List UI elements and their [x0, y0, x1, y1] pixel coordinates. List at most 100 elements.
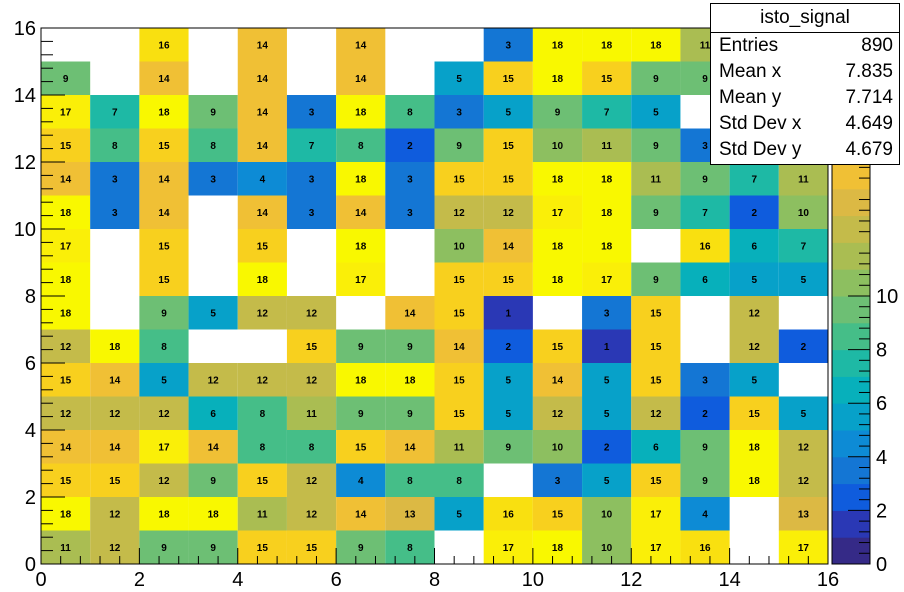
cell-value-label: 5	[604, 375, 610, 386]
heatmap-cell	[434, 497, 484, 531]
heatmap-cell	[90, 128, 140, 162]
y-tick-label: 8	[25, 286, 36, 308]
stats-box: isto_signal Entries 890 Mean x 7.835 Mea…	[710, 3, 900, 165]
cell-value-label: 5	[506, 375, 512, 386]
heatmap-cell	[434, 430, 484, 464]
cell-value-label: 17	[503, 543, 515, 554]
cell-value-label: 9	[555, 107, 561, 118]
heatmap-cell	[41, 296, 91, 330]
stats-value: 7.835	[845, 61, 893, 82]
cell-value-label: 11	[601, 141, 612, 152]
heatmap-cell	[729, 463, 779, 497]
cell-value-label: 18	[749, 476, 761, 487]
heatmap-cell	[336, 396, 386, 430]
heatmap-cell	[90, 329, 140, 363]
heatmap-cell	[582, 530, 632, 564]
cell-value-label: 12	[552, 409, 564, 420]
cell-value-label: 6	[653, 442, 659, 453]
heatmap-cell	[41, 61, 91, 95]
heatmap-cell	[286, 530, 337, 564]
heatmap-cell	[483, 95, 533, 129]
cell-value-label: 11	[651, 174, 662, 185]
heatmap-cell	[90, 430, 140, 464]
cell-value-label: 1	[506, 308, 512, 319]
cell-value-label: 2	[506, 342, 512, 353]
heatmap-cell	[434, 396, 484, 430]
heatmap-cell	[336, 195, 386, 229]
heatmap-cell	[41, 229, 91, 263]
cell-value-label: 12	[749, 342, 761, 353]
cell-value-label: 12	[749, 308, 761, 319]
y-tick-label: 14	[14, 85, 36, 107]
heatmap-cell	[582, 128, 632, 162]
cell-value-label: 14	[208, 442, 220, 453]
heatmap-cell	[631, 329, 681, 363]
cell-value-label: 14	[257, 208, 269, 219]
heatmap-cell	[286, 430, 337, 464]
cell-value-label: 18	[749, 442, 761, 453]
z-tick-label: 6	[876, 393, 887, 415]
cell-value-label: 8	[407, 107, 413, 118]
cell-value-label: 2	[702, 409, 708, 420]
heatmap-cell	[385, 95, 435, 129]
heatmap-cell	[631, 162, 681, 196]
cell-value-label: 12	[798, 476, 810, 487]
stats-label: Entries	[719, 35, 779, 56]
heatmap-cell	[582, 28, 632, 62]
x-tick-label: 14	[719, 569, 741, 591]
cell-value-label: 9	[210, 543, 216, 554]
heatmap-cell	[532, 430, 583, 464]
cell-value-label: 10	[798, 208, 810, 219]
cell-value-label: 12	[109, 509, 121, 520]
heatmap-cell	[778, 396, 828, 430]
heatmap-cell	[139, 128, 189, 162]
cell-value-label: 9	[702, 74, 708, 85]
heatmap-cell	[680, 463, 730, 497]
heatmap-cell	[90, 162, 140, 196]
cell-value-label: 14	[257, 107, 269, 118]
cell-value-label: 8	[260, 442, 266, 453]
cell-value-label: 3	[309, 174, 315, 185]
heatmap-cell	[90, 95, 140, 129]
x-tick-label: 4	[232, 569, 243, 591]
cell-value-label: 18	[60, 509, 72, 520]
cell-value-label: 8	[407, 543, 413, 554]
heatmap-cell	[237, 28, 287, 62]
cell-value-label: 3	[604, 308, 610, 319]
cell-value-label: 5	[604, 409, 610, 420]
heatmap-cell	[286, 463, 337, 497]
cell-value-label: 14	[158, 208, 170, 219]
cell-value-label: 10	[552, 442, 564, 453]
heatmap-cell	[532, 329, 583, 363]
heatmap-cell	[237, 162, 287, 196]
cell-value-label: 3	[309, 208, 315, 219]
stats-row-std-dev-x: Std Dev x 4.649	[711, 111, 899, 137]
cell-value-label: 10	[601, 509, 613, 520]
cell-value-label: 16	[699, 543, 711, 554]
cell-value-label: 15	[650, 308, 662, 319]
heatmap-cell	[336, 128, 386, 162]
cell-value-label: 12	[306, 509, 318, 520]
heatmap-cell	[434, 262, 484, 296]
heatmap-cell	[582, 262, 632, 296]
cell-value-label: 14	[257, 74, 269, 85]
heatmap-cell	[631, 463, 681, 497]
cell-value-label: 15	[158, 241, 170, 252]
cell-value-label: 15	[503, 74, 515, 85]
heatmap-cell	[41, 530, 91, 564]
heatmap-cell	[336, 363, 386, 397]
cell-value-label: 15	[355, 442, 367, 453]
x-tick-label: 10	[522, 569, 544, 591]
cell-value-label: 12	[306, 476, 318, 487]
cell-value-label: 18	[601, 174, 613, 185]
cell-value-label: 3	[112, 208, 118, 219]
cell-value-label: 3	[702, 375, 708, 386]
heatmap-cell	[582, 61, 632, 95]
heatmap-cell	[139, 162, 189, 196]
heatmap-cell	[434, 162, 484, 196]
heatmap-cell	[237, 229, 287, 263]
z-tick-label: 4	[876, 447, 887, 469]
heatmap-cell	[286, 396, 337, 430]
palette-segment	[832, 483, 870, 511]
heatmap-cell	[385, 396, 435, 430]
